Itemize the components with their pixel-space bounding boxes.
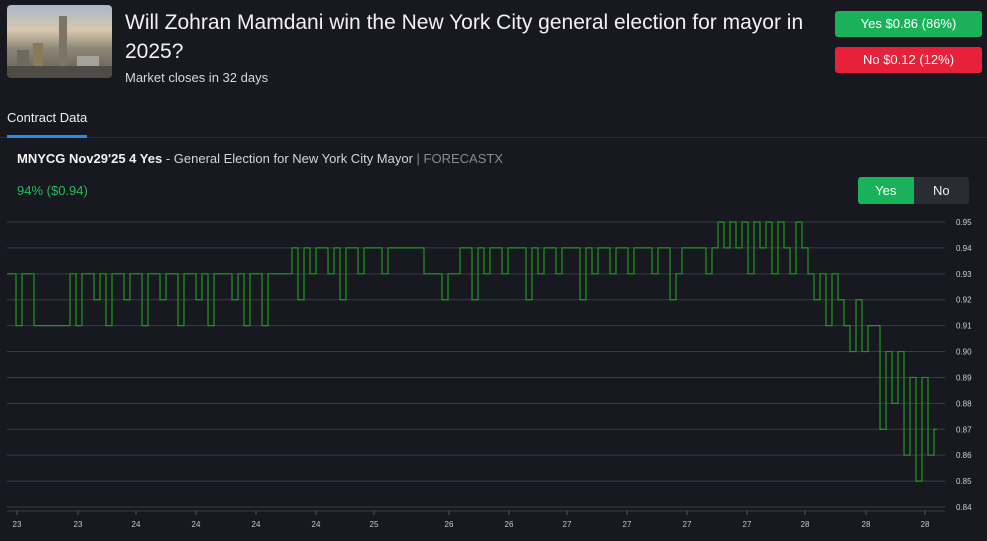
y-tick-label: 0.91 bbox=[956, 322, 972, 331]
y-tick-label: 0.89 bbox=[956, 373, 972, 382]
x-tick-label: 25 bbox=[370, 520, 379, 529]
x-tick-label: 27 bbox=[683, 520, 692, 529]
contract-code: MNYCG Nov29'25 4 Yes bbox=[17, 151, 163, 166]
contract-separator: - bbox=[162, 151, 174, 166]
contract-name: General Election for New York City Mayor bbox=[173, 151, 413, 166]
x-tick-label: 23 bbox=[13, 520, 22, 529]
y-tick-label: 0.87 bbox=[956, 425, 972, 434]
active-tab-indicator bbox=[7, 135, 87, 138]
x-tick-label: 26 bbox=[505, 520, 514, 529]
market-title: Will Zohran Mamdani win the New York Cit… bbox=[125, 11, 804, 63]
y-tick-label: 0.85 bbox=[956, 477, 972, 486]
price-line bbox=[7, 221, 937, 482]
market-close-status: Market closes in 32 days bbox=[125, 70, 269, 85]
contract-header: MNYCG Nov29'25 4 Yes - General Election … bbox=[17, 151, 503, 166]
y-tick-label: 0.94 bbox=[956, 244, 972, 253]
price-chart: 0.95 0.94 0.93 0.92 0.91 0.90 0.89 0.88 0.87 0.86… bbox=[7, 218, 972, 529]
y-tick-label: 0.84 bbox=[956, 503, 972, 512]
buy-no-button[interactable]: No $0.12 (12%) bbox=[835, 47, 982, 73]
x-tick-label: 24 bbox=[132, 520, 141, 529]
x-tick-label: 26 bbox=[445, 520, 454, 529]
y-tick-label: 0.95 bbox=[956, 218, 972, 227]
x-tick-label: 24 bbox=[252, 520, 261, 529]
toggle-yes[interactable]: Yes bbox=[858, 177, 914, 204]
contract-source: | FORECASTX bbox=[412, 151, 503, 166]
buy-yes-button[interactable]: Yes $0.86 (86%) bbox=[835, 11, 982, 37]
tab-contract-data[interactable]: Contract Data bbox=[7, 110, 88, 125]
x-tick-label: 27 bbox=[623, 520, 632, 529]
y-tick-label: 0.86 bbox=[956, 451, 972, 460]
x-tick-label: 24 bbox=[312, 520, 321, 529]
x-tick-label: 28 bbox=[801, 520, 810, 529]
tab-divider bbox=[0, 137, 987, 138]
y-tick-label: 0.92 bbox=[956, 296, 972, 305]
x-tick-label: 23 bbox=[74, 520, 83, 529]
yes-no-toggle[interactable]: Yes No bbox=[858, 177, 969, 204]
x-tick-label: 24 bbox=[192, 520, 201, 529]
x-tick-label: 28 bbox=[921, 520, 930, 529]
toggle-no[interactable]: No bbox=[913, 177, 969, 204]
current-price: 94% ($0.94) bbox=[17, 183, 88, 198]
y-tick-label: 0.88 bbox=[956, 399, 972, 408]
market-thumbnail bbox=[7, 5, 112, 78]
y-tick-label: 0.93 bbox=[956, 270, 972, 279]
x-tick-label: 28 bbox=[862, 520, 871, 529]
y-tick-label: 0.90 bbox=[956, 348, 972, 357]
x-tick-label: 27 bbox=[743, 520, 752, 529]
x-tick-label: 27 bbox=[563, 520, 572, 529]
